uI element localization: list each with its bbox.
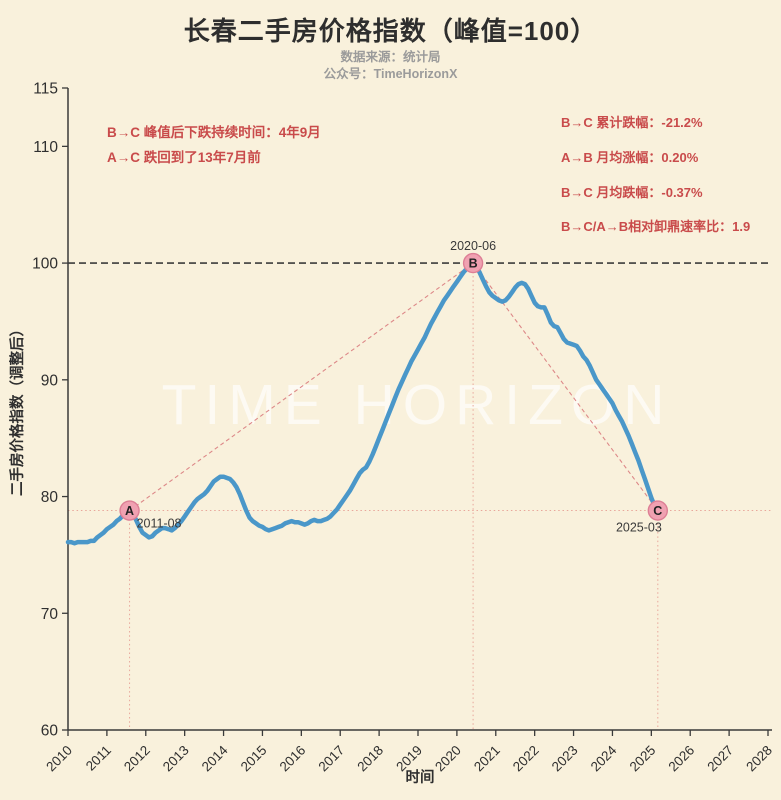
annotation-monthly-decline: B→C 月均跌幅：-0.37% (561, 184, 703, 200)
x-tick-label: 2027 (704, 743, 736, 775)
y-axis-title: 二手房价格指数（调整后） (8, 322, 26, 496)
x-tick-label: 2021 (471, 743, 503, 775)
point-letter-a: A (125, 504, 134, 518)
point-date-label-a: 2011-08 (137, 517, 182, 531)
trend-line-a-b (129, 262, 474, 511)
y-tick-label: 115 (33, 81, 58, 98)
point-marker-a (119, 500, 140, 521)
y-tick-label: 100 (32, 256, 58, 273)
y-tick-label: 80 (41, 489, 59, 506)
x-tick-label: 2017 (315, 743, 347, 775)
subtitle-data-source: 数据来源：统计局 (340, 50, 441, 64)
annotation-relative-rate-ratio: B→C/A→B相对卸鼎速率比：1.9 (561, 219, 751, 235)
x-tick-label: 2010 (43, 743, 75, 775)
x-tick-label: 2026 (665, 743, 697, 775)
price-curve (65, 260, 661, 546)
x-tick-label: 2011 (83, 743, 114, 774)
x-axis-ticks: 2010 2011 2012 2013 2014 2015 2016 2017 2018 2019… (43, 730, 775, 774)
annotation-decline-duration: B→C 峰值后下跌持续时间：4年9月 (107, 125, 321, 140)
y-tick-label: 60 (41, 723, 59, 740)
y-axis-ticks: 60 70 80 90 100 110 115 (32, 81, 68, 740)
point-letter-c: C (653, 504, 662, 518)
reference-lines (68, 262, 772, 730)
x-tick-label: 2018 (354, 743, 386, 775)
annotation-fallback-period: A→C 跌回到了13年7月前 (107, 149, 261, 165)
point-marker-b (462, 252, 484, 274)
x-tick-label: 2024 (588, 742, 620, 774)
x-tick-label: 2012 (121, 743, 153, 775)
x-tick-label: 2028 (743, 743, 775, 775)
annotation-right-block: B→C 累计跌幅：-21.2% A→B 月均涨幅：0.20% B→C 月均跌幅：… (561, 106, 750, 245)
subtitle-block: 数据来源：统计局 公众号：TimeHorizonX (0, 49, 781, 82)
annotation-monthly-gain: A→B 月均涨幅：0.20% (561, 149, 699, 165)
trend-line-b-c (472, 262, 659, 511)
x-tick-label: 2023 (549, 743, 581, 775)
x-tick-label: 2025 (627, 743, 659, 775)
x-tick-label: 2013 (160, 743, 192, 775)
x-tick-label: 2020 (432, 743, 464, 775)
x-tick-label: 2015 (238, 743, 270, 775)
y-tick-label: 110 (33, 139, 58, 156)
x-tick-label: 2022 (510, 743, 542, 775)
watermark-text: TIME HORIZON (162, 373, 673, 437)
point-date-label-c: 2025-03 (616, 521, 662, 535)
axes (67, 88, 772, 731)
point-date-label-b: 2020-06 (450, 239, 496, 253)
point-letter-b: B (469, 257, 478, 271)
annotation-left-block: B→C 峰值后下跌持续时间：4年9月 A→C 跌回到了13年7月前 (107, 121, 321, 170)
x-tick-label: 2016 (277, 743, 309, 775)
point-marker-c (647, 500, 669, 521)
y-tick-label: 70 (41, 606, 59, 623)
subtitle-channel: 公众号：TimeHorizonX (323, 66, 458, 81)
x-tick-label: 2014 (199, 742, 231, 774)
page-title: 长春二手房价格指数（峰值=100） (183, 16, 598, 46)
x-axis-title: 时间 (406, 768, 435, 786)
y-tick-label: 90 (41, 372, 59, 389)
annotation-cumulative-decline: B→C 累计跌幅：-21.2% (561, 115, 703, 130)
